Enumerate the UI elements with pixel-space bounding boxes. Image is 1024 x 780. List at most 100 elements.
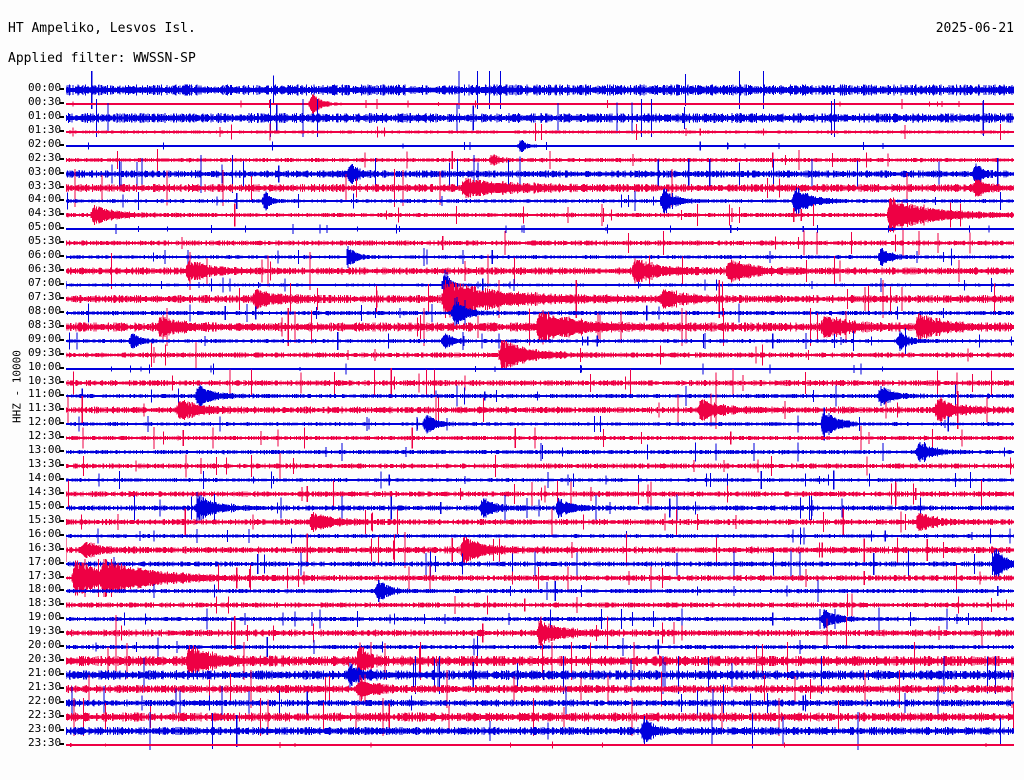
time-tick-label: 14:00 <box>28 471 62 485</box>
time-tick-label: 19:30 <box>28 624 62 638</box>
time-tick-label: 02:30 <box>28 150 62 164</box>
helicorder-row: 05:00 <box>0 220 1024 236</box>
time-tick-label: 13:30 <box>28 457 62 471</box>
axis-tick-mark <box>60 700 64 703</box>
helicorder-row: 23:00 <box>0 711 1024 750</box>
seismic-trace <box>66 148 1014 171</box>
time-tick-label: 05:30 <box>28 234 62 248</box>
time-tick-label: 00:30 <box>28 94 62 108</box>
time-tick-label: 01:30 <box>28 122 62 136</box>
axis-tick-mark <box>60 714 64 717</box>
axis-tick-mark <box>60 157 64 160</box>
helicorder-row: 07:00 <box>0 270 1024 300</box>
time-tick-label: 21:30 <box>28 679 62 693</box>
helicorder-row: 04:30 <box>0 197 1024 233</box>
helicorder-row: 01:30 <box>0 122 1024 141</box>
helicorder-row: 01:00 <box>0 99 1024 137</box>
time-tick-label: 05:00 <box>28 220 62 234</box>
seismic-trace <box>66 384 1014 409</box>
helicorder-row: 17:00 <box>0 548 1024 579</box>
axis-tick-mark <box>60 213 64 216</box>
helicorder-row: 17:30 <box>0 558 1024 597</box>
time-tick-label: 17:30 <box>28 568 62 582</box>
seismic-trace <box>66 558 1014 597</box>
helicorder-row: 23:30 <box>0 736 1024 752</box>
helicorder-row: 03:00 <box>0 154 1024 193</box>
helicorder-row: 16:30 <box>0 531 1024 568</box>
helicorder-row: 16:00 <box>0 527 1024 545</box>
axis-tick-mark <box>60 171 64 174</box>
axis-tick-mark <box>60 296 64 299</box>
axis-tick-mark <box>60 143 64 146</box>
helicorder-row: 02:00 <box>0 137 1024 153</box>
seismic-trace <box>66 426 1014 451</box>
axis-tick-mark <box>60 129 64 132</box>
helicorder-row: 13:30 <box>0 453 1024 479</box>
seismic-trace <box>66 224 1014 235</box>
helicorder-row: 14:30 <box>0 480 1024 508</box>
seismic-trace <box>66 593 1014 618</box>
time-tick-label: 09:30 <box>28 345 62 359</box>
helicorder-row: 04:00 <box>0 187 1024 216</box>
seismic-trace <box>66 453 1014 479</box>
time-tick-label: 06:00 <box>28 248 62 262</box>
time-tick-label: 00:00 <box>28 81 62 94</box>
seismic-trace <box>66 94 1014 114</box>
helicorder-row: 13:00 <box>0 442 1024 463</box>
applied-filter-label: Applied filter: WWSSN-SP <box>8 51 196 66</box>
seismic-trace <box>66 122 1014 141</box>
helicorder-row: 06:30 <box>0 252 1024 290</box>
seismic-trace <box>66 741 1014 749</box>
time-tick-label: 19:00 <box>28 610 62 624</box>
time-tick-label: 12:00 <box>28 415 62 429</box>
axis-tick-mark <box>60 450 64 453</box>
helicorder-row: 15:30 <box>0 508 1024 536</box>
axis-tick-mark <box>60 464 64 467</box>
time-tick-label: 07:00 <box>28 276 62 290</box>
seismic-trace <box>66 642 1014 680</box>
seismic-trace <box>66 442 1014 463</box>
axis-tick-mark <box>60 617 64 620</box>
axis-tick-mark <box>60 673 64 676</box>
axis-tick-mark <box>60 394 64 397</box>
seismic-trace <box>66 339 1014 370</box>
time-tick-label: 08:30 <box>28 317 62 331</box>
seismic-trace <box>66 684 1014 722</box>
time-tick-label: 10:30 <box>28 373 62 387</box>
time-tick-label: 07:30 <box>28 289 62 303</box>
helicorder-row: 00:30 <box>0 94 1024 114</box>
seismic-trace <box>66 615 1014 652</box>
helicorder-row: 18:00 <box>0 580 1024 603</box>
seismic-trace <box>66 491 1014 525</box>
helicorder-row: 12:00 <box>0 407 1024 441</box>
seismic-trace <box>66 698 1014 736</box>
helicorder-row: 19:00 <box>0 607 1024 631</box>
axis-tick-mark <box>60 519 64 522</box>
time-tick-label: 20:00 <box>28 638 62 652</box>
seismic-trace <box>66 230 1014 257</box>
seismic-trace <box>66 327 1014 354</box>
axis-tick-mark <box>60 227 64 230</box>
seismic-trace <box>66 307 1014 346</box>
helicorder-row: 19:30 <box>0 615 1024 652</box>
seismic-trace <box>66 367 1014 398</box>
helicorder-row: 21:30 <box>0 670 1024 708</box>
axis-tick-mark <box>60 380 64 383</box>
helicorder-row: 05:30 <box>0 230 1024 257</box>
helicorder-row: 20:30 <box>0 642 1024 680</box>
time-tick-label: 15:30 <box>28 512 62 526</box>
axis-tick-mark <box>60 491 64 494</box>
time-tick-label: 01:00 <box>28 108 62 122</box>
seismic-trace <box>66 391 1014 430</box>
seismic-trace <box>66 154 1014 193</box>
time-tick-label: 14:30 <box>28 484 62 498</box>
helicorder-row: 10:30 <box>0 367 1024 398</box>
seismic-trace <box>66 531 1014 568</box>
axis-tick-mark <box>60 561 64 564</box>
seismic-trace <box>66 280 1014 318</box>
axis-tick-mark <box>60 324 64 327</box>
axis-tick-mark <box>60 283 64 286</box>
seismic-trace <box>66 656 1014 694</box>
helicorder-row: 06:00 <box>0 246 1024 268</box>
